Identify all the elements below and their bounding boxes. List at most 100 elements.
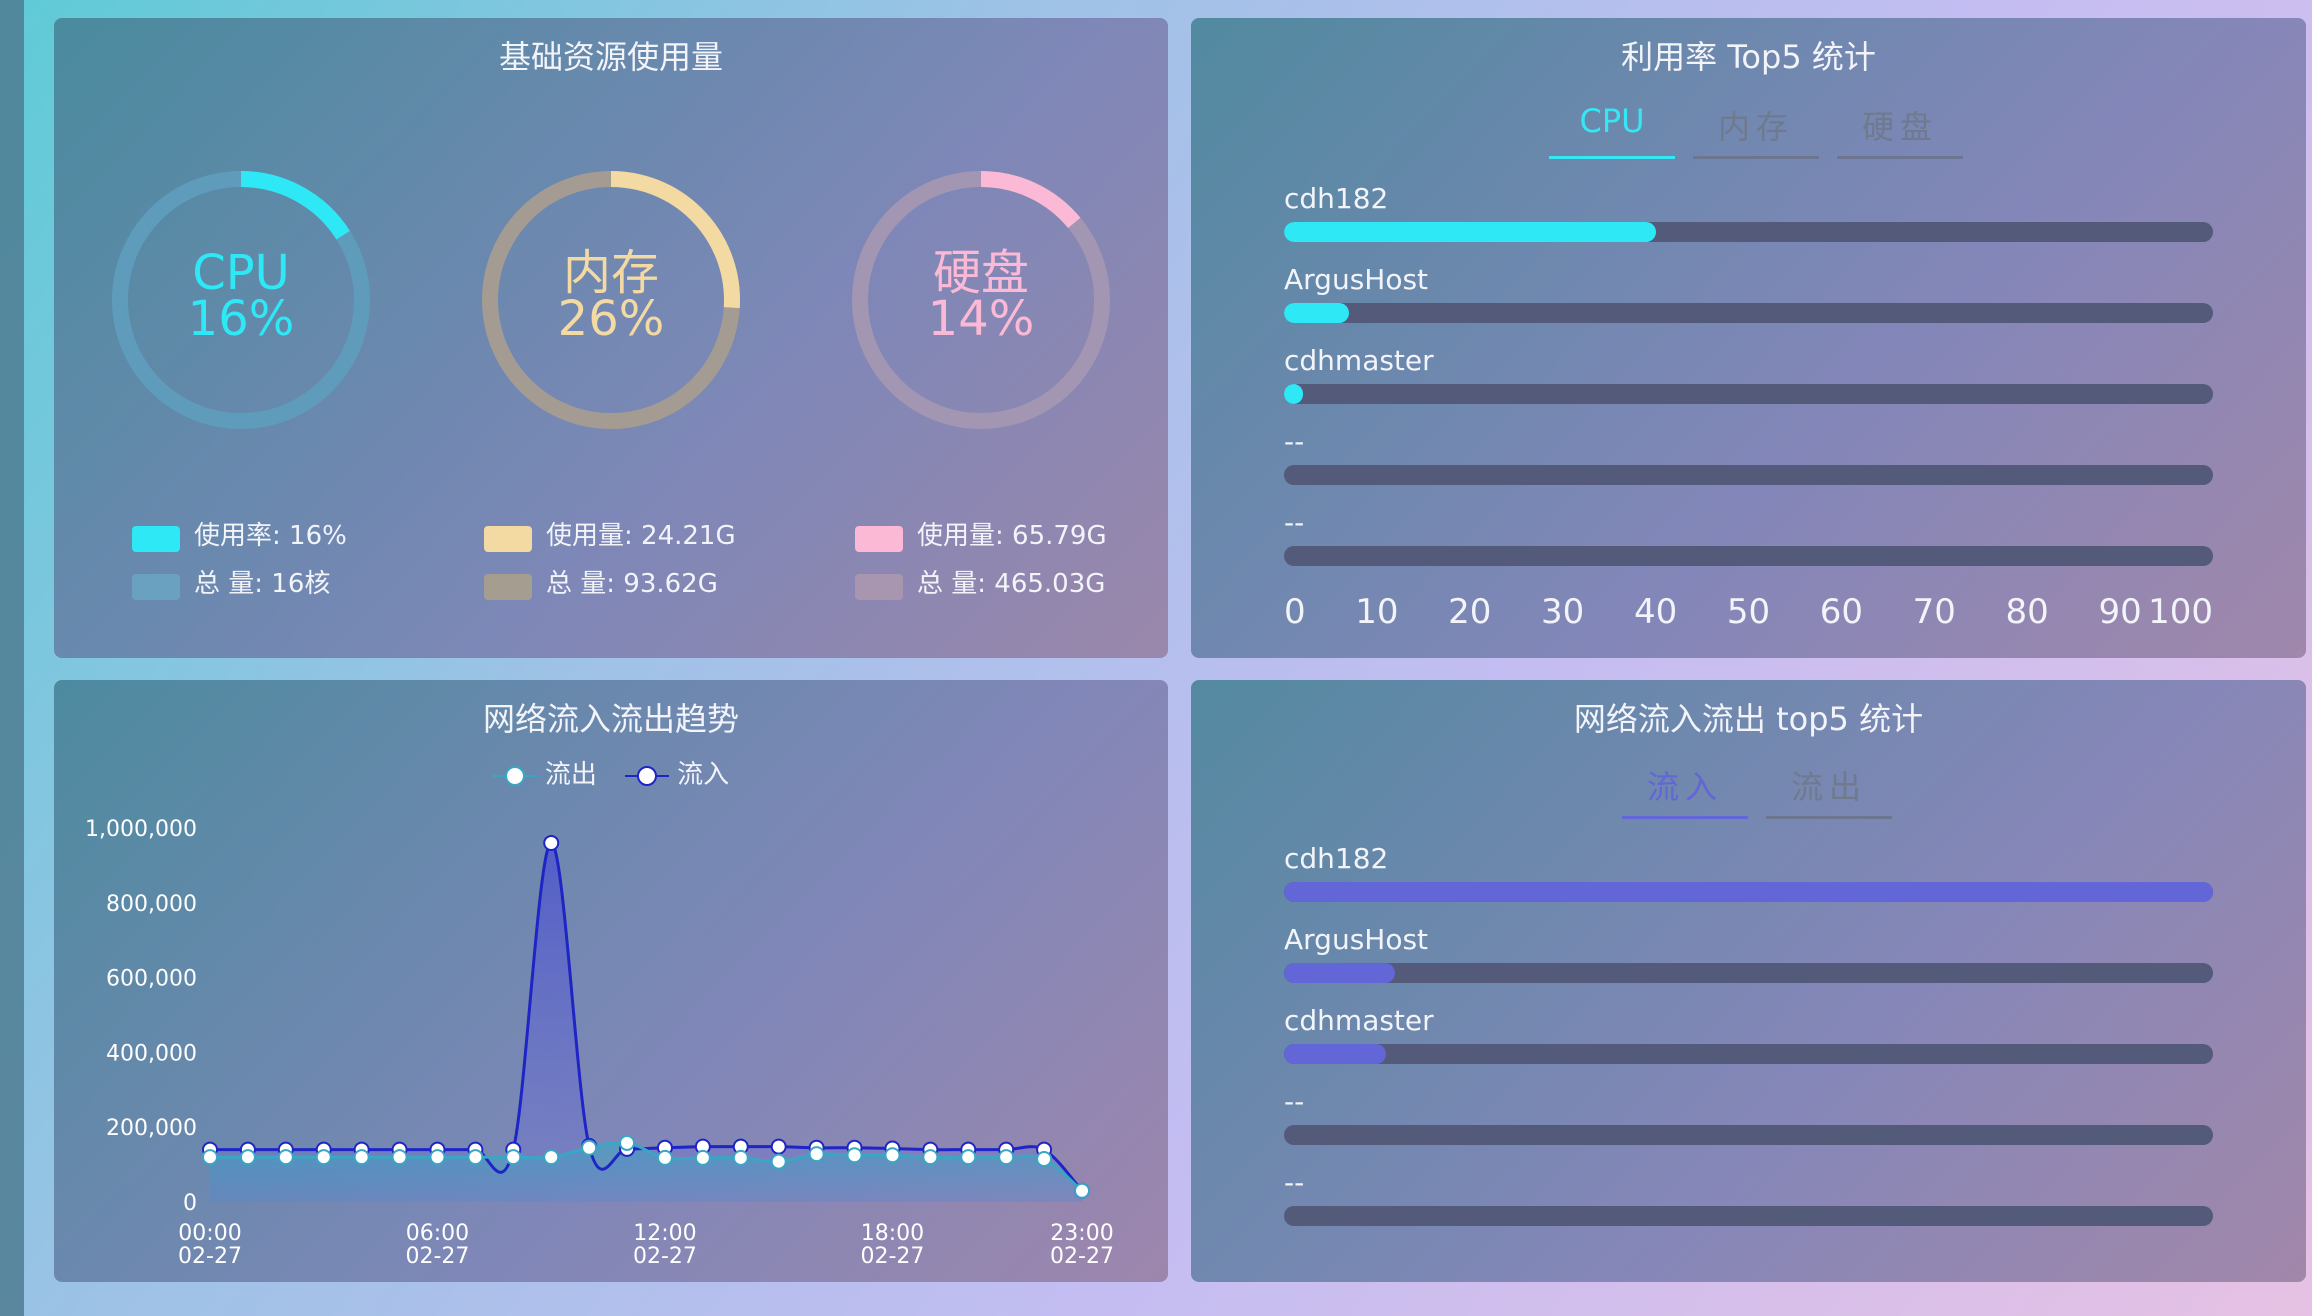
data-point <box>467 1149 484 1166</box>
legend-item: 使用率: 16% <box>132 518 347 566</box>
bar-host-name: -- <box>1284 425 1305 458</box>
cpu-gauge-label: CPU <box>192 245 290 301</box>
data-point <box>505 1149 522 1166</box>
data-point <box>543 1149 560 1166</box>
disk-gauge: 硬盘 14% <box>851 170 1111 430</box>
bar-item: -- <box>1284 1085 2213 1166</box>
bar-item: cdhmaster <box>1284 344 2213 425</box>
legend-item: 使用量: 65.79G <box>855 518 1107 566</box>
x-tick-time: 18:00 <box>861 1221 924 1246</box>
data-point <box>808 1146 825 1163</box>
network-top5-panel: 网络流入流出 top5 统计 流入 流出 cdh182 ArgusHost cdhm… <box>1191 680 2306 1282</box>
bar-track <box>1284 546 2213 566</box>
data-point <box>315 1149 332 1166</box>
data-point <box>391 1149 408 1166</box>
bar-host-name: cdh182 <box>1284 182 1389 215</box>
axis-tick-label: 10 <box>1355 592 1399 632</box>
network-trend-panel: 网络流入流出趋势 流出 流入 0 200,000 400,000 600,000 800… <box>54 680 1168 1282</box>
panel-title: 网络流入流出趋势 <box>482 700 739 738</box>
utilization-top5-panel: 利用率 Top5 统计 CPU 内存 硬盘 cdh182 ArgusHost cdh… <box>1191 18 2306 658</box>
data-point <box>202 1149 218 1166</box>
axis-tick-label: 40 <box>1633 592 1678 632</box>
chart-legend: 流出 流入 <box>54 754 1168 791</box>
legend-swatch <box>132 574 180 600</box>
memory-gauge: 内存 26% <box>481 170 741 430</box>
panel-title: 基础资源使用量 <box>498 38 723 76</box>
legend-text: 总 量: 465.03G <box>917 569 1106 599</box>
data-point <box>998 1149 1015 1166</box>
cpu-gauge-ring <box>112 171 370 429</box>
legend-outflow[interactable]: 流出 <box>492 754 597 791</box>
axis-tick-label: 80 <box>2005 592 2049 632</box>
bar-fill <box>1284 882 2213 902</box>
bar-fill <box>1284 1044 1387 1064</box>
data-point <box>1036 1150 1053 1167</box>
bar-item: ArgusHost <box>1284 923 2213 1004</box>
network-top5-bar-list: cdh182 ArgusHost cdhmaster -- -- <box>1284 842 2213 1247</box>
legend-label: 流出 <box>544 760 597 790</box>
bar-host-name: -- <box>1284 1085 1305 1118</box>
data-point <box>543 834 560 851</box>
disk-gauge-percent: 14% <box>927 291 1035 347</box>
legend-swatch <box>484 526 532 552</box>
bar-fill <box>1284 222 1656 242</box>
y-tick-label: 1,000,000 <box>85 817 197 842</box>
resource-tabs: CPU 内存 硬盘 <box>1549 102 1981 159</box>
memory-legend: 使用量: 24.21G 总 量: 93.62G <box>484 518 736 614</box>
y-tick-label: 200,000 <box>106 1116 197 1141</box>
axis-tick-label: 90 <box>2098 592 2142 632</box>
outflow-legend-icon <box>492 765 537 786</box>
memory-gauge-percent: 26% <box>557 291 665 347</box>
bar-item: cdh182 <box>1284 842 2213 923</box>
bar-track <box>1284 465 2213 485</box>
bar-item: cdhmaster <box>1284 1004 2213 1085</box>
tab-memory[interactable]: 内存 <box>1693 102 1819 159</box>
tab-cpu[interactable]: CPU <box>1549 102 1675 159</box>
bar-track <box>1284 963 2213 983</box>
network-line-chart: 0 200,000 400,000 600,000 800,000 1,000,000 00… <box>85 817 1114 1269</box>
legend-label: 流入 <box>677 760 730 790</box>
disk-legend: 使用量: 65.79G 总 量: 465.03G <box>855 518 1107 614</box>
legend-text: 使用量: 65.79G <box>917 521 1107 551</box>
resource-usage-panel: 基础资源使用量 CPU 16% 内存 26% 硬盘 14% 使用率: 16% 总… <box>54 18 1168 658</box>
bar-track <box>1284 303 2213 323</box>
cpu-gauge: CPU 16% <box>111 170 371 430</box>
panel-title: 利用率 Top5 统计 <box>1621 38 1876 76</box>
bar-item: -- <box>1284 506 2213 587</box>
bar-track <box>1284 1044 2213 1064</box>
data-point <box>732 1149 749 1166</box>
x-tick-date: 02-27 <box>633 1244 697 1269</box>
x-tick-time: 23:00 <box>1050 1221 1113 1246</box>
data-point <box>846 1147 863 1164</box>
x-tick-time: 12:00 <box>633 1221 696 1246</box>
x-tick-date: 02-27 <box>178 1244 242 1269</box>
bar-host-name: -- <box>1284 506 1305 539</box>
tab-disk[interactable]: 硬盘 <box>1837 102 1963 159</box>
bar-fill <box>1284 963 1396 983</box>
tab-outflow[interactable]: 流出 <box>1766 762 1892 819</box>
tab-inflow[interactable]: 流入 <box>1622 762 1748 819</box>
data-point <box>770 1153 787 1170</box>
bar-host-name: -- <box>1284 1166 1305 1199</box>
bar-item: -- <box>1284 425 2213 506</box>
legend-text: 使用量: 24.21G <box>546 521 736 551</box>
y-tick-label: 400,000 <box>106 1041 197 1066</box>
y-tick-label: 800,000 <box>106 892 197 917</box>
legend-swatch <box>132 526 180 552</box>
network-tabs: 流入 流出 <box>1622 762 1910 819</box>
data-point <box>770 1138 787 1155</box>
legend-swatch <box>484 574 532 600</box>
data-point <box>429 1149 446 1166</box>
legend-item: 使用量: 24.21G <box>484 518 736 566</box>
x-tick-time: 06:00 <box>406 1221 469 1246</box>
cpu-gauge-percent: 16% <box>187 291 295 347</box>
x-tick-date: 02-27 <box>1050 1244 1114 1269</box>
legend-text: 使用率: 16% <box>194 521 347 551</box>
memory-gauge-label: 内存 <box>562 245 659 301</box>
axis-tick-label: 60 <box>1819 592 1864 632</box>
bar-host-name: ArgusHost <box>1284 923 1429 956</box>
legend-text: 总 量: 16核 <box>194 569 331 599</box>
bar-item: -- <box>1284 1166 2213 1247</box>
legend-inflow[interactable]: 流入 <box>625 754 729 791</box>
bar-host-name: cdhmaster <box>1284 1004 1434 1037</box>
